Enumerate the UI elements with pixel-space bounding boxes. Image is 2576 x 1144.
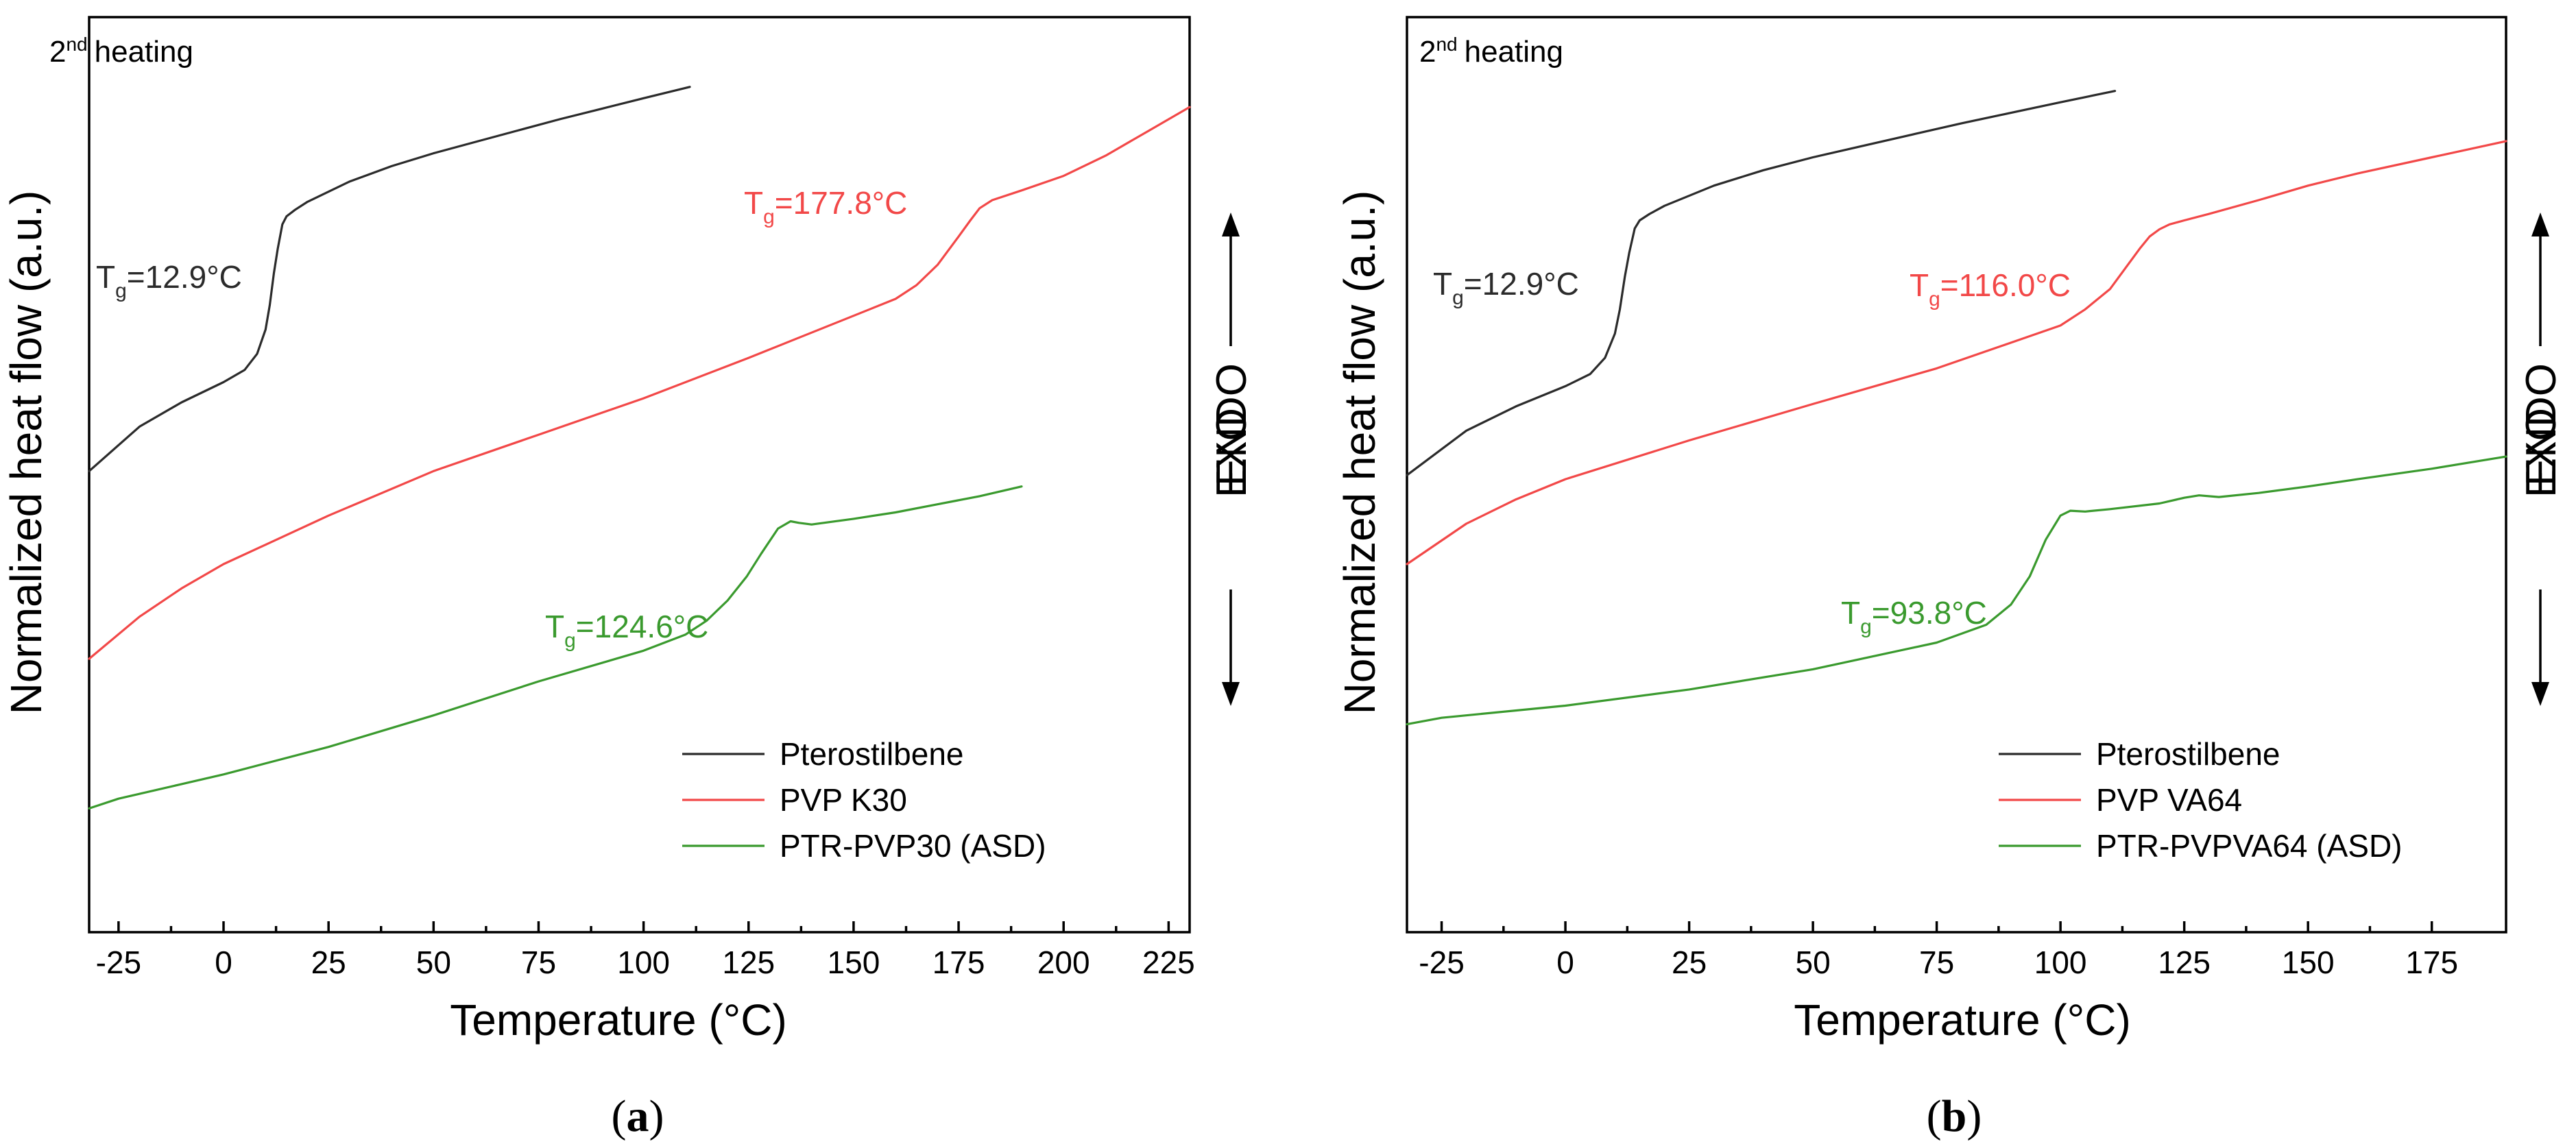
x-tick-label-b: 50 (1796, 945, 1831, 980)
chart-panel-a: -25 0 25 50 75 100 125 150 175 200 225 Tg=12.9°C Tg=… (1, 16, 1255, 1141)
series-line-pvp-va64 (1406, 140, 2507, 565)
endo-arrowhead-a (1222, 212, 1240, 236)
legend-label-a-1: Pterostilbene (780, 736, 964, 772)
exo-label-b: EXO (2518, 408, 2565, 498)
tg-annotation-b-3: Tg=93.8°C (1841, 595, 1987, 638)
series-line-ptr-pvp30-asd (88, 485, 1023, 810)
heating-note-a: 2nd heating (49, 34, 193, 69)
x-tick-label-b: 75 (1919, 945, 1954, 980)
heating-word-a: heating (95, 35, 193, 69)
tg-annotation-a-1: Tg=12.9°C (96, 259, 242, 302)
legend-a: Pterostilbene PVP K30 PTR-PVP30 (ASD) (682, 736, 1046, 864)
endo-label-b: ENDO (2518, 363, 2565, 486)
exo-endo-indicator-b: ENDO EXO (2518, 212, 2565, 706)
heating-note-b: 2nd heating (1419, 34, 1563, 69)
x-tick-label-a: 150 (828, 945, 880, 980)
legend-label-b-1: Pterostilbene (2096, 736, 2280, 772)
exo-arrowhead-a (1222, 682, 1240, 706)
x-tick-label-a: -25 (96, 945, 141, 980)
x-tick-label-b: 100 (2034, 945, 2087, 980)
exo-endo-indicator-a: ENDO EXO (1208, 212, 1255, 706)
tg-annotation-b-2: Tg=116.0°C (1910, 267, 2071, 311)
tg-annotation-a-3: Tg=124.6°C (545, 609, 708, 652)
x-axis-title-a: Temperature (°C) (450, 995, 787, 1045)
exo-arrowhead-b (2531, 682, 2549, 706)
series-line-pterostilbene (88, 86, 691, 472)
x-tick-label-a: 225 (1142, 945, 1195, 980)
y-axis-title-b: Normalized heat flow (a.u.) (1335, 191, 1384, 715)
x-tick-label-a: 75 (521, 945, 556, 980)
legend-label-b-2: PVP VA64 (2096, 782, 2242, 818)
x-tick-label-a: 50 (416, 945, 451, 980)
heating-word-b: heating (1465, 35, 1563, 69)
tg-annotation-b-1: Tg=12.9°C (1433, 266, 1579, 309)
panel-letter-a: a (627, 1091, 649, 1141)
legend-label-a-3: PTR-PVP30 (ASD) (780, 828, 1046, 864)
heating-prefix-b: 2 (1419, 35, 1436, 69)
endo-arrowhead-b (2531, 212, 2549, 236)
x-tick-label-b: 175 (2405, 945, 2458, 980)
panel-label-a: (a) (612, 1091, 664, 1141)
legend-label-a-2: PVP K30 (780, 782, 907, 818)
x-tick-label-a: 125 (722, 945, 775, 980)
x-tick-label-a: 200 (1037, 945, 1090, 980)
x-tick-label-b: -25 (1419, 945, 1464, 980)
plot-frame-a (88, 16, 1191, 934)
exo-label-a: EXO (1208, 408, 1255, 498)
heating-prefix-a: 2 (49, 35, 66, 69)
x-tick-label-a: 175 (932, 945, 985, 980)
x-tick-label-a: 25 (311, 945, 346, 980)
plot-frame-b (1406, 16, 2507, 934)
x-tick-label-b: 25 (1672, 945, 1707, 980)
plot-area-b: -25 0 25 50 75 100 125 150 175 Tg=12.9°C Tg=116.0°… (1406, 16, 2507, 980)
endo-label-a: ENDO (1208, 363, 1255, 486)
plot-area-a: -25 0 25 50 75 100 125 150 175 200 225 Tg=12.9°C Tg=… (88, 16, 1195, 980)
series-line-pvp-k30 (88, 106, 1191, 660)
y-axis-title-a: Normalized heat flow (a.u.) (1, 191, 51, 715)
x-tick-label-a: 0 (215, 945, 232, 980)
chart-panel-b: -25 0 25 50 75 100 125 150 175 Tg=12.9°C Tg=116.0°… (1335, 16, 2565, 1141)
series-line-ptr-pvpva64-asd (1406, 455, 2507, 726)
x-tick-label-b: 150 (2282, 945, 2335, 980)
heating-sup-b: nd (1436, 34, 1457, 55)
legend-label-b-3: PTR-PVPVA64 (ASD) (2096, 828, 2402, 864)
x-axis-title-b: Temperature (°C) (1794, 995, 2131, 1045)
panel-label-b: (b) (1927, 1091, 1982, 1141)
x-tick-label-b: 0 (1556, 945, 1574, 980)
tg-annotation-a-2: Tg=177.8°C (744, 185, 907, 228)
heating-sup-a: nd (66, 34, 87, 55)
x-tick-label-b: 125 (2158, 945, 2211, 980)
series-line-pterostilbene (1406, 90, 2117, 476)
x-tick-label-a: 100 (617, 945, 670, 980)
panel-letter-b: b (1942, 1091, 1967, 1141)
legend-b: Pterostilbene PVP VA64 PTR-PVPVA64 (ASD) (1999, 736, 2402, 864)
